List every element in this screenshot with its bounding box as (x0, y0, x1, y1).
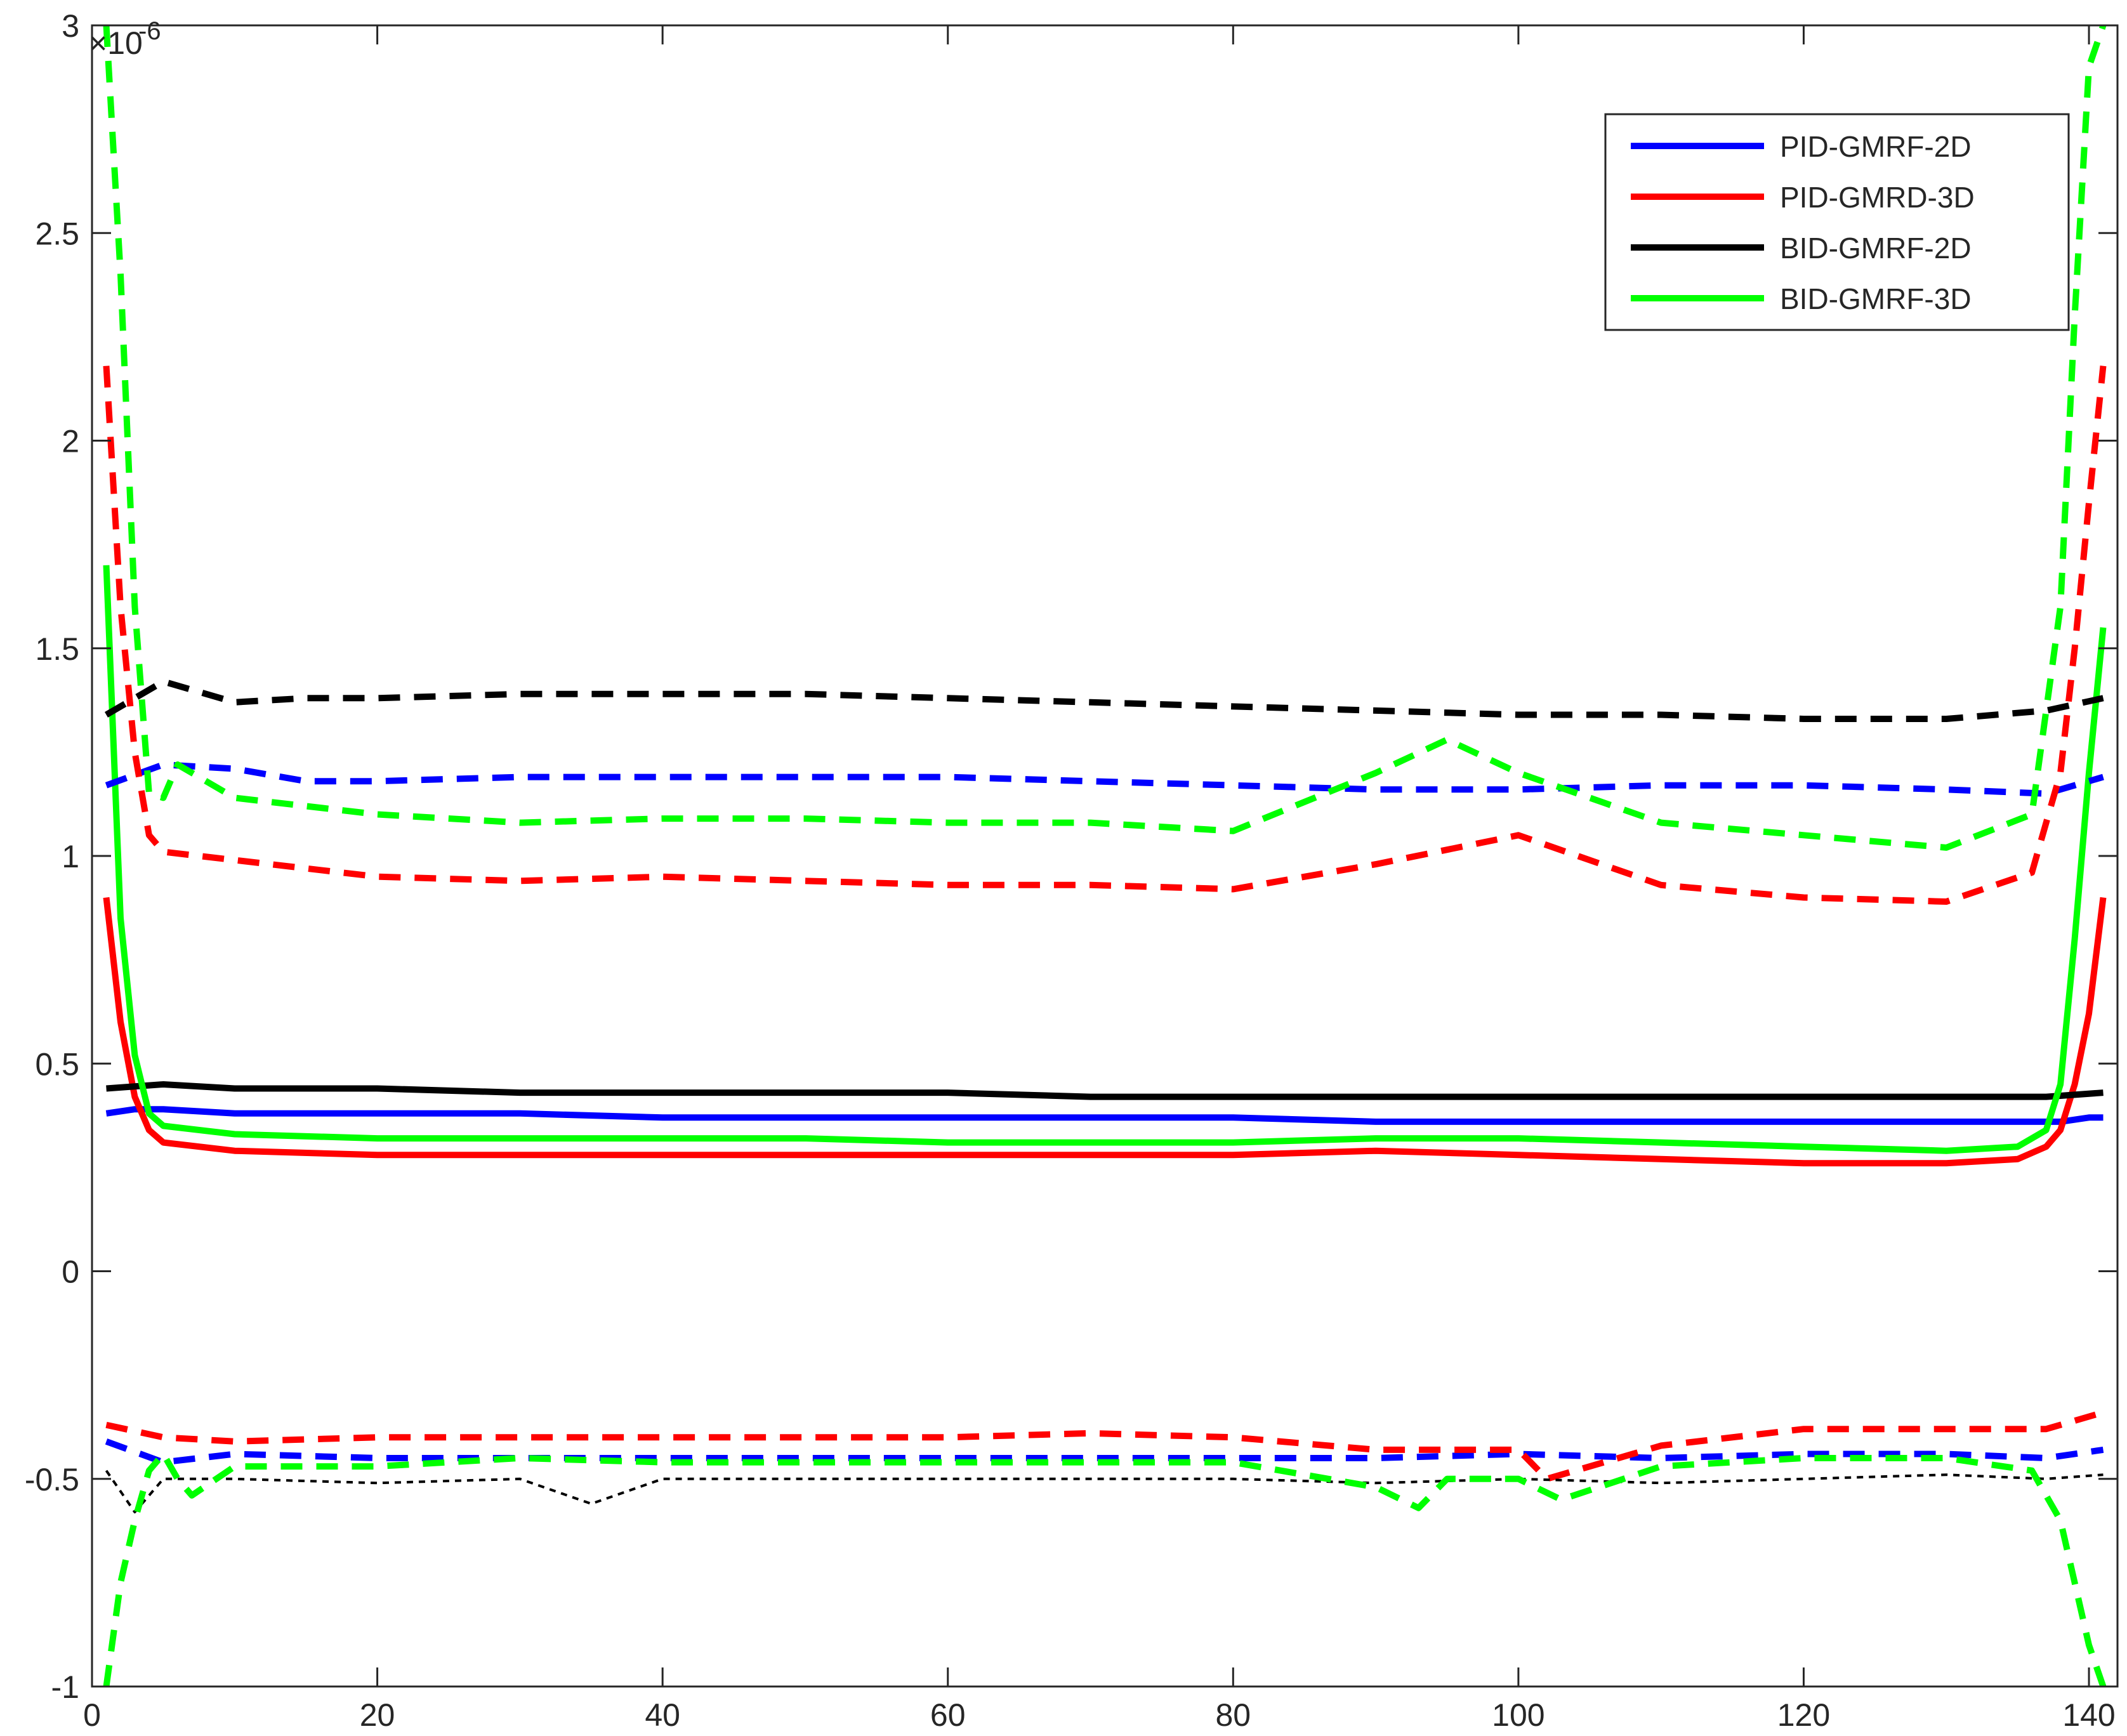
series-line-bid-gmrf-3d (103, 565, 2107, 1154)
y-tick-label: 3 (62, 8, 79, 44)
y-tick-label: 2 (62, 424, 79, 459)
series-line-bid-gmrf-2d-upper (104, 678, 2104, 722)
y-exponent-base: ×10 (89, 25, 143, 61)
legend: PID-GMRF-2D PID-GMRD-3D BID-GMRF-2D BID-GMR… (1604, 113, 2070, 331)
x-tick-label: 40 (645, 1697, 680, 1733)
series-line-bid-gmrf-3d-upper (103, 25, 2107, 851)
y-tick-label: 2.5 (35, 216, 79, 251)
y-tick-label: 0.5 (35, 1046, 79, 1082)
series-line-bid-gmrf-3d-lower (103, 1450, 2107, 1687)
series-line-pid-gmrf-2d (105, 1106, 2104, 1125)
series-layer (103, 25, 2107, 1687)
x-tick-label: 140 (2062, 1697, 2115, 1733)
series-line-bid-gmrf-2d (106, 1081, 2104, 1100)
x-tick-label: 120 (1777, 1697, 1830, 1733)
legend-label-pid-gmrd-3d: PID-GMRD-3D (1780, 181, 1975, 214)
x-tick-label: 20 (360, 1697, 395, 1733)
y-tick-label: 0 (62, 1254, 79, 1290)
y-axis-exponent: ×10 -6 (89, 17, 161, 61)
x-tick-label: 60 (930, 1697, 966, 1733)
legend-label-pid-gmrf-2d: PID-GMRF-2D (1780, 130, 1972, 163)
y-tick-label: 1.5 (35, 631, 79, 667)
legend-box (1604, 113, 2070, 331)
x-tick-label: 100 (1492, 1697, 1544, 1733)
series-line-pid-gmrf-2d-upper (105, 761, 2104, 797)
legend-label-bid-gmrf-2d: BID-GMRF-2D (1780, 232, 1972, 265)
x-tick-label: 0 (83, 1697, 101, 1733)
y-tick-label: -1 (51, 1669, 79, 1705)
series-line-pid-gmrd-3d (103, 897, 2107, 1167)
y-tick-label: 1 (62, 839, 79, 874)
y-tick-label: -0.5 (25, 1462, 79, 1497)
y-exponent-power: -6 (138, 17, 161, 45)
series-line-pid-gmrf-2d-lower (105, 1438, 2104, 1466)
series-line-pid-gmrd-3d-lower (105, 1409, 2104, 1482)
axis-ticks: 0 20 40 60 80 100 120 140 -1 -0.5 0 0.5 1 1.5 2 2.5 3 (25, 8, 2117, 1733)
series-line-pid-gmrd-3d-upper (103, 365, 2107, 905)
x-tick-label: 80 (1215, 1697, 1251, 1733)
legend-label-bid-gmrf-3d: BID-GMRF-3D (1780, 282, 1972, 315)
